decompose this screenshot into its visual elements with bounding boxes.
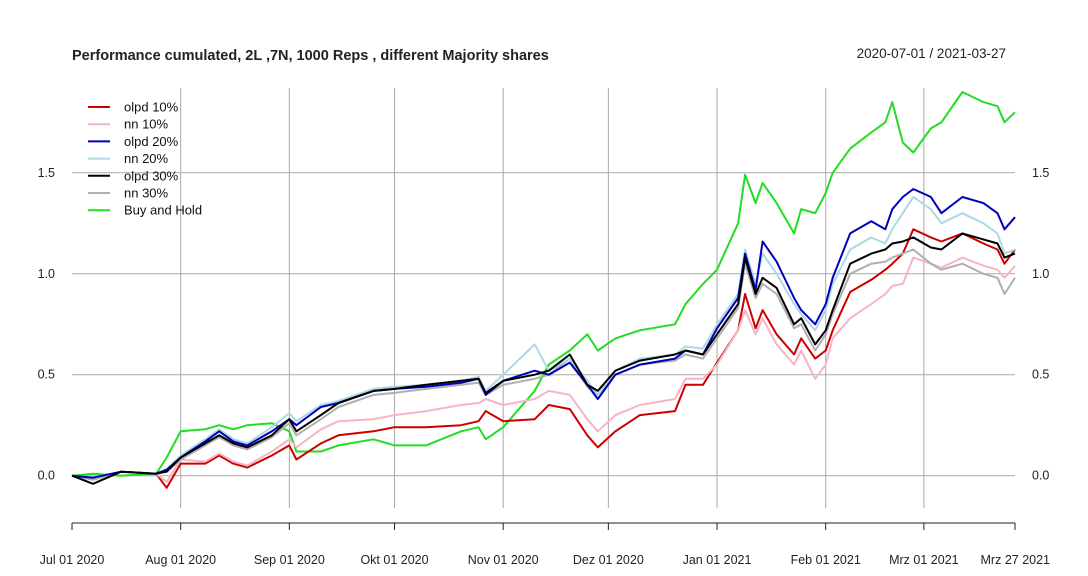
x-tick-label-3: Okt 01 2020 bbox=[360, 553, 428, 567]
x-tick-label-0: Jul 01 2020 bbox=[40, 553, 105, 567]
y-axis-labels: 0.0 0.0 0.5 0.5 1.0 1.0 1.5 1.5 bbox=[38, 166, 1050, 483]
legend-label-3: nn 20% bbox=[124, 151, 169, 166]
legend-label-0: olpd 10% bbox=[124, 100, 179, 115]
chart-title: Performance cumulated, 2L ,7N, 1000 Reps… bbox=[72, 48, 549, 64]
series-group bbox=[71, 91, 1016, 489]
x-tick-label-6: Jan 01 2021 bbox=[683, 553, 752, 567]
series-line-0 bbox=[71, 228, 1016, 489]
legend-label-2: olpd 20% bbox=[124, 134, 179, 149]
series-line-6 bbox=[71, 91, 1016, 477]
x-tick-label-9: Mrz 27 2021 bbox=[981, 553, 1051, 567]
y-tick-label-right-0: 0.0 bbox=[1032, 469, 1049, 483]
legend-label-4: olpd 30% bbox=[124, 168, 179, 183]
y-tick-label-left-2: 1.0 bbox=[38, 267, 55, 281]
x-axis: Jul 01 2020 Aug 01 2020 Sep 01 2020 Okt 01 … bbox=[40, 522, 1051, 567]
y-tick-label-left-0: 0.0 bbox=[38, 469, 55, 483]
x-tick-label-5: Dez 01 2020 bbox=[573, 553, 644, 567]
x-tick-label-7: Feb 01 2021 bbox=[791, 553, 861, 567]
series-line-1 bbox=[71, 256, 1016, 483]
grid bbox=[72, 88, 1015, 508]
x-tick-label-1: Aug 01 2020 bbox=[145, 553, 216, 567]
y-tick-label-left-3: 1.5 bbox=[38, 166, 55, 180]
y-tick-label-left-1: 0.5 bbox=[38, 368, 55, 382]
x-tick-label-8: Mrz 01 2021 bbox=[889, 553, 959, 567]
date-range-label: 2020-07-01 / 2021-03-27 bbox=[857, 46, 1006, 61]
y-tick-label-right-1: 0.5 bbox=[1032, 368, 1049, 382]
legend-label-1: nn 10% bbox=[124, 117, 169, 132]
series-line-2 bbox=[71, 188, 1016, 479]
legend-label-5: nn 30% bbox=[124, 186, 169, 201]
legend-label-6: Buy and Hold bbox=[124, 203, 202, 218]
y-tick-label-right-3: 1.5 bbox=[1032, 166, 1049, 180]
series-line-5 bbox=[71, 248, 1016, 481]
legend: olpd 10% nn 10% olpd 20% nn 20% olpd 30% nn 3… bbox=[88, 100, 202, 218]
y-tick-label-right-2: 1.0 bbox=[1032, 267, 1049, 281]
series-line-4 bbox=[71, 232, 1016, 485]
x-tick-label-2: Sep 01 2020 bbox=[254, 553, 325, 567]
x-tick-label-4: Nov 01 2020 bbox=[468, 553, 539, 567]
